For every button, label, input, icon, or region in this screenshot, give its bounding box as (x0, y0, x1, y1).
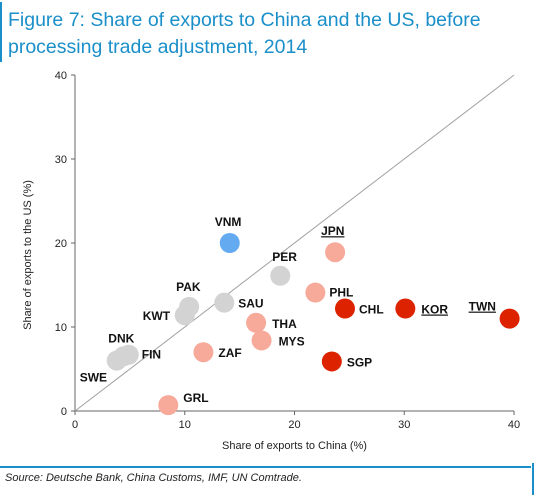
point-label-dnk: DNK (108, 331, 134, 345)
point-label-jpn: JPN (321, 224, 344, 238)
source-note: Source: Deutsche Bank, China Customs, IM… (5, 472, 302, 484)
point-label-sau: SAU (238, 297, 263, 311)
point-sgp (321, 351, 342, 372)
point-kor (395, 298, 416, 319)
point-label-kor: KOR (421, 303, 448, 317)
y-axis-title: Share of exports to the US (%) (22, 180, 34, 330)
point-per (270, 265, 291, 286)
chart-title-line-2: processing trade adjustment, 2014 (8, 36, 308, 58)
point-label-swe: SWE (80, 371, 107, 385)
point-label-kwt: KWT (143, 309, 171, 323)
point-label-phl: PHL (329, 286, 353, 300)
frame-accent-left (0, 2, 2, 62)
point-tha (246, 312, 267, 333)
point-dnk (113, 346, 134, 367)
x-tick-label: 20 (288, 419, 300, 431)
x-tick-label: 40 (508, 419, 520, 431)
point-vnm (219, 233, 240, 253)
point-label-grl: GRL (183, 391, 208, 405)
point-jpn (325, 242, 346, 263)
y-tick-label: 0 (61, 406, 67, 418)
chart-title: Figure 7: Share of exports to China and … (8, 7, 533, 61)
point-label-chl: CHL (359, 303, 384, 317)
point-label-per: PER (272, 250, 297, 264)
point-sau (214, 292, 235, 313)
chart-title-line-1: Figure 7: Share of exports to China and … (8, 9, 481, 31)
point-label-pak: PAK (176, 280, 201, 294)
point-label-tha: THA (272, 317, 297, 331)
point-phl (305, 282, 326, 303)
y-tick-label: 30 (55, 154, 67, 166)
point-mys (251, 330, 272, 351)
x-tick-label: 0 (72, 419, 78, 431)
point-zaf (193, 342, 214, 363)
frame-accent-right (532, 463, 534, 495)
point-chl (334, 298, 355, 319)
y-tick-label: 20 (55, 238, 67, 250)
point-label-fin: FIN (142, 348, 161, 362)
x-tick-label: 10 (179, 419, 191, 431)
y-tick-label: 10 (55, 322, 67, 334)
point-label-zaf: ZAF (218, 346, 241, 360)
x-tick-label: 30 (398, 419, 410, 431)
point-pak (179, 296, 200, 317)
point-label-vnm: VNM (215, 215, 242, 229)
point-label-twn: TWN (469, 300, 496, 314)
x-axis-title: Share of exports to China (%) (222, 440, 367, 452)
y-tick-label: 40 (55, 70, 67, 82)
scatter-chart: 0 10 20 30 40 0 10 20 30 40 Share of exports to Ch… (22, 70, 520, 452)
diagonal-line (74, 74, 515, 412)
point-twn (499, 308, 520, 329)
point-grl (158, 395, 179, 416)
point-label-sgp: SGP (347, 355, 372, 369)
point-label-mys: MYS (279, 334, 305, 348)
footer-rule (0, 466, 531, 468)
